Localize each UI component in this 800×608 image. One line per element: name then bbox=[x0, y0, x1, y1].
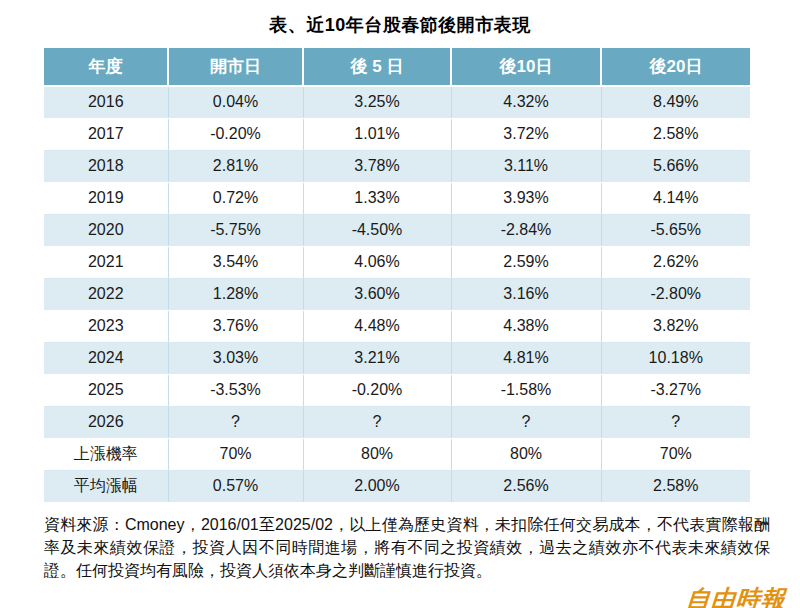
table-cell: 2026 bbox=[44, 406, 168, 438]
table-cell: 2016 bbox=[44, 86, 168, 118]
table-row: 2017-0.20%1.01%3.72%2.58% bbox=[44, 118, 750, 150]
table-cell: 1.28% bbox=[168, 278, 303, 310]
table-cell: 2022 bbox=[44, 278, 168, 310]
table-cell: 4.32% bbox=[451, 86, 601, 118]
table-row: 20213.54%4.06%2.59%2.62% bbox=[44, 246, 750, 278]
table-row: 2020-5.75%-4.50%-2.84%-5.65% bbox=[44, 214, 750, 246]
table-cell: 70% bbox=[601, 438, 750, 470]
column-header-year: 年度 bbox=[44, 48, 168, 86]
table-cell: 2020 bbox=[44, 214, 168, 246]
table-cell: 8.49% bbox=[601, 86, 750, 118]
table-cell: 3.16% bbox=[451, 278, 601, 310]
column-header-after-20d: 後20日 bbox=[601, 48, 750, 86]
table-cell: 2.62% bbox=[601, 246, 750, 278]
watermark-liberty-times: 自由時報 bbox=[685, 583, 787, 608]
table-cell: -2.84% bbox=[451, 214, 601, 246]
table-row: 20190.72%1.33%3.93%4.14% bbox=[44, 182, 750, 214]
table-cell: -0.20% bbox=[168, 118, 303, 150]
source-disclaimer: 資料來源：Cmoney，2016/01至2025/02，以上僅為歷史資料，未扣除… bbox=[44, 513, 770, 582]
table-cell: 3.76% bbox=[168, 310, 303, 342]
table-cell: -4.50% bbox=[303, 214, 451, 246]
table-cell: 4.38% bbox=[451, 310, 601, 342]
table-cell: 平均漲幅 bbox=[44, 470, 168, 502]
table-cell: 3.93% bbox=[451, 182, 601, 214]
table-cell: -0.20% bbox=[303, 374, 451, 406]
table-cell: 2.58% bbox=[601, 470, 750, 502]
table-row: 上漲機率70%80%80%70% bbox=[44, 438, 750, 470]
table-cell: 3.82% bbox=[601, 310, 750, 342]
table-cell: 2025 bbox=[44, 374, 168, 406]
table-cell: 2.56% bbox=[451, 470, 601, 502]
table-cell: 2.81% bbox=[168, 150, 303, 182]
table-cell: 上漲機率 bbox=[44, 438, 168, 470]
table-row: 20233.76%4.48%4.38%3.82% bbox=[44, 310, 750, 342]
page: 表、近10年台股春節後開市表現 年度 開市日 後 5 日 後10日 後20日 2… bbox=[0, 13, 800, 608]
table-row: 20243.03%3.21%4.81%10.18% bbox=[44, 342, 750, 374]
table-cell: 2017 bbox=[44, 118, 168, 150]
table-cell: -1.58% bbox=[451, 374, 601, 406]
table-cell: 0.57% bbox=[168, 470, 303, 502]
table-cell: 3.25% bbox=[303, 86, 451, 118]
table-row: 2026???? bbox=[44, 406, 750, 438]
table-cell: 2018 bbox=[44, 150, 168, 182]
table-cell: 2024 bbox=[44, 342, 168, 374]
table-row: 平均漲幅0.57%2.00%2.56%2.58% bbox=[44, 470, 750, 502]
performance-table: 年度 開市日 後 5 日 後10日 後20日 20160.04%3.25%4.3… bbox=[44, 48, 750, 502]
column-header-open-day: 開市日 bbox=[168, 48, 303, 86]
table-cell: 4.14% bbox=[601, 182, 750, 214]
table-cell: 2.58% bbox=[601, 118, 750, 150]
table-cell: 80% bbox=[451, 438, 601, 470]
table-cell: ? bbox=[303, 406, 451, 438]
table-cell: -2.80% bbox=[601, 278, 750, 310]
table-cell: 3.54% bbox=[168, 246, 303, 278]
table-row: 20221.28%3.60%3.16%-2.80% bbox=[44, 278, 750, 310]
table-cell: 1.33% bbox=[303, 182, 451, 214]
table-body: 20160.04%3.25%4.32%8.49%2017-0.20%1.01%3… bbox=[44, 86, 750, 502]
table-cell: -5.65% bbox=[601, 214, 750, 246]
table-title: 表、近10年台股春節後開市表現 bbox=[0, 13, 800, 37]
table-header: 年度 開市日 後 5 日 後10日 後20日 bbox=[44, 48, 750, 86]
header-row: 年度 開市日 後 5 日 後10日 後20日 bbox=[44, 48, 750, 86]
table-cell: 3.60% bbox=[303, 278, 451, 310]
table-row: 20182.81%3.78%3.11%5.66% bbox=[44, 150, 750, 182]
table-cell: 2021 bbox=[44, 246, 168, 278]
table-cell: 3.03% bbox=[168, 342, 303, 374]
table-cell: 2019 bbox=[44, 182, 168, 214]
table-cell: 5.66% bbox=[601, 150, 750, 182]
table-cell: 1.01% bbox=[303, 118, 451, 150]
table-cell: 3.11% bbox=[451, 150, 601, 182]
table-cell: 10.18% bbox=[601, 342, 750, 374]
table-cell: 0.72% bbox=[168, 182, 303, 214]
table-cell: 2.59% bbox=[451, 246, 601, 278]
table-cell: 2023 bbox=[44, 310, 168, 342]
table-cell: -3.27% bbox=[601, 374, 750, 406]
table-cell: ? bbox=[601, 406, 750, 438]
table-cell: 4.81% bbox=[451, 342, 601, 374]
table-cell: 3.21% bbox=[303, 342, 451, 374]
table-cell: 3.72% bbox=[451, 118, 601, 150]
table-row: 20160.04%3.25%4.32%8.49% bbox=[44, 86, 750, 118]
table-cell: -3.53% bbox=[168, 374, 303, 406]
table-cell: 2.00% bbox=[303, 470, 451, 502]
table-cell: 0.04% bbox=[168, 86, 303, 118]
table-cell: 3.78% bbox=[303, 150, 451, 182]
table-cell: ? bbox=[168, 406, 303, 438]
table-cell: 70% bbox=[168, 438, 303, 470]
table-cell: 80% bbox=[303, 438, 451, 470]
table-cell: 4.48% bbox=[303, 310, 451, 342]
table-cell: ? bbox=[451, 406, 601, 438]
column-header-after-10d: 後10日 bbox=[451, 48, 601, 86]
table-cell: 4.06% bbox=[303, 246, 451, 278]
column-header-after-5d: 後 5 日 bbox=[303, 48, 451, 86]
table-cell: -5.75% bbox=[168, 214, 303, 246]
table-row: 2025-3.53%-0.20%-1.58%-3.27% bbox=[44, 374, 750, 406]
